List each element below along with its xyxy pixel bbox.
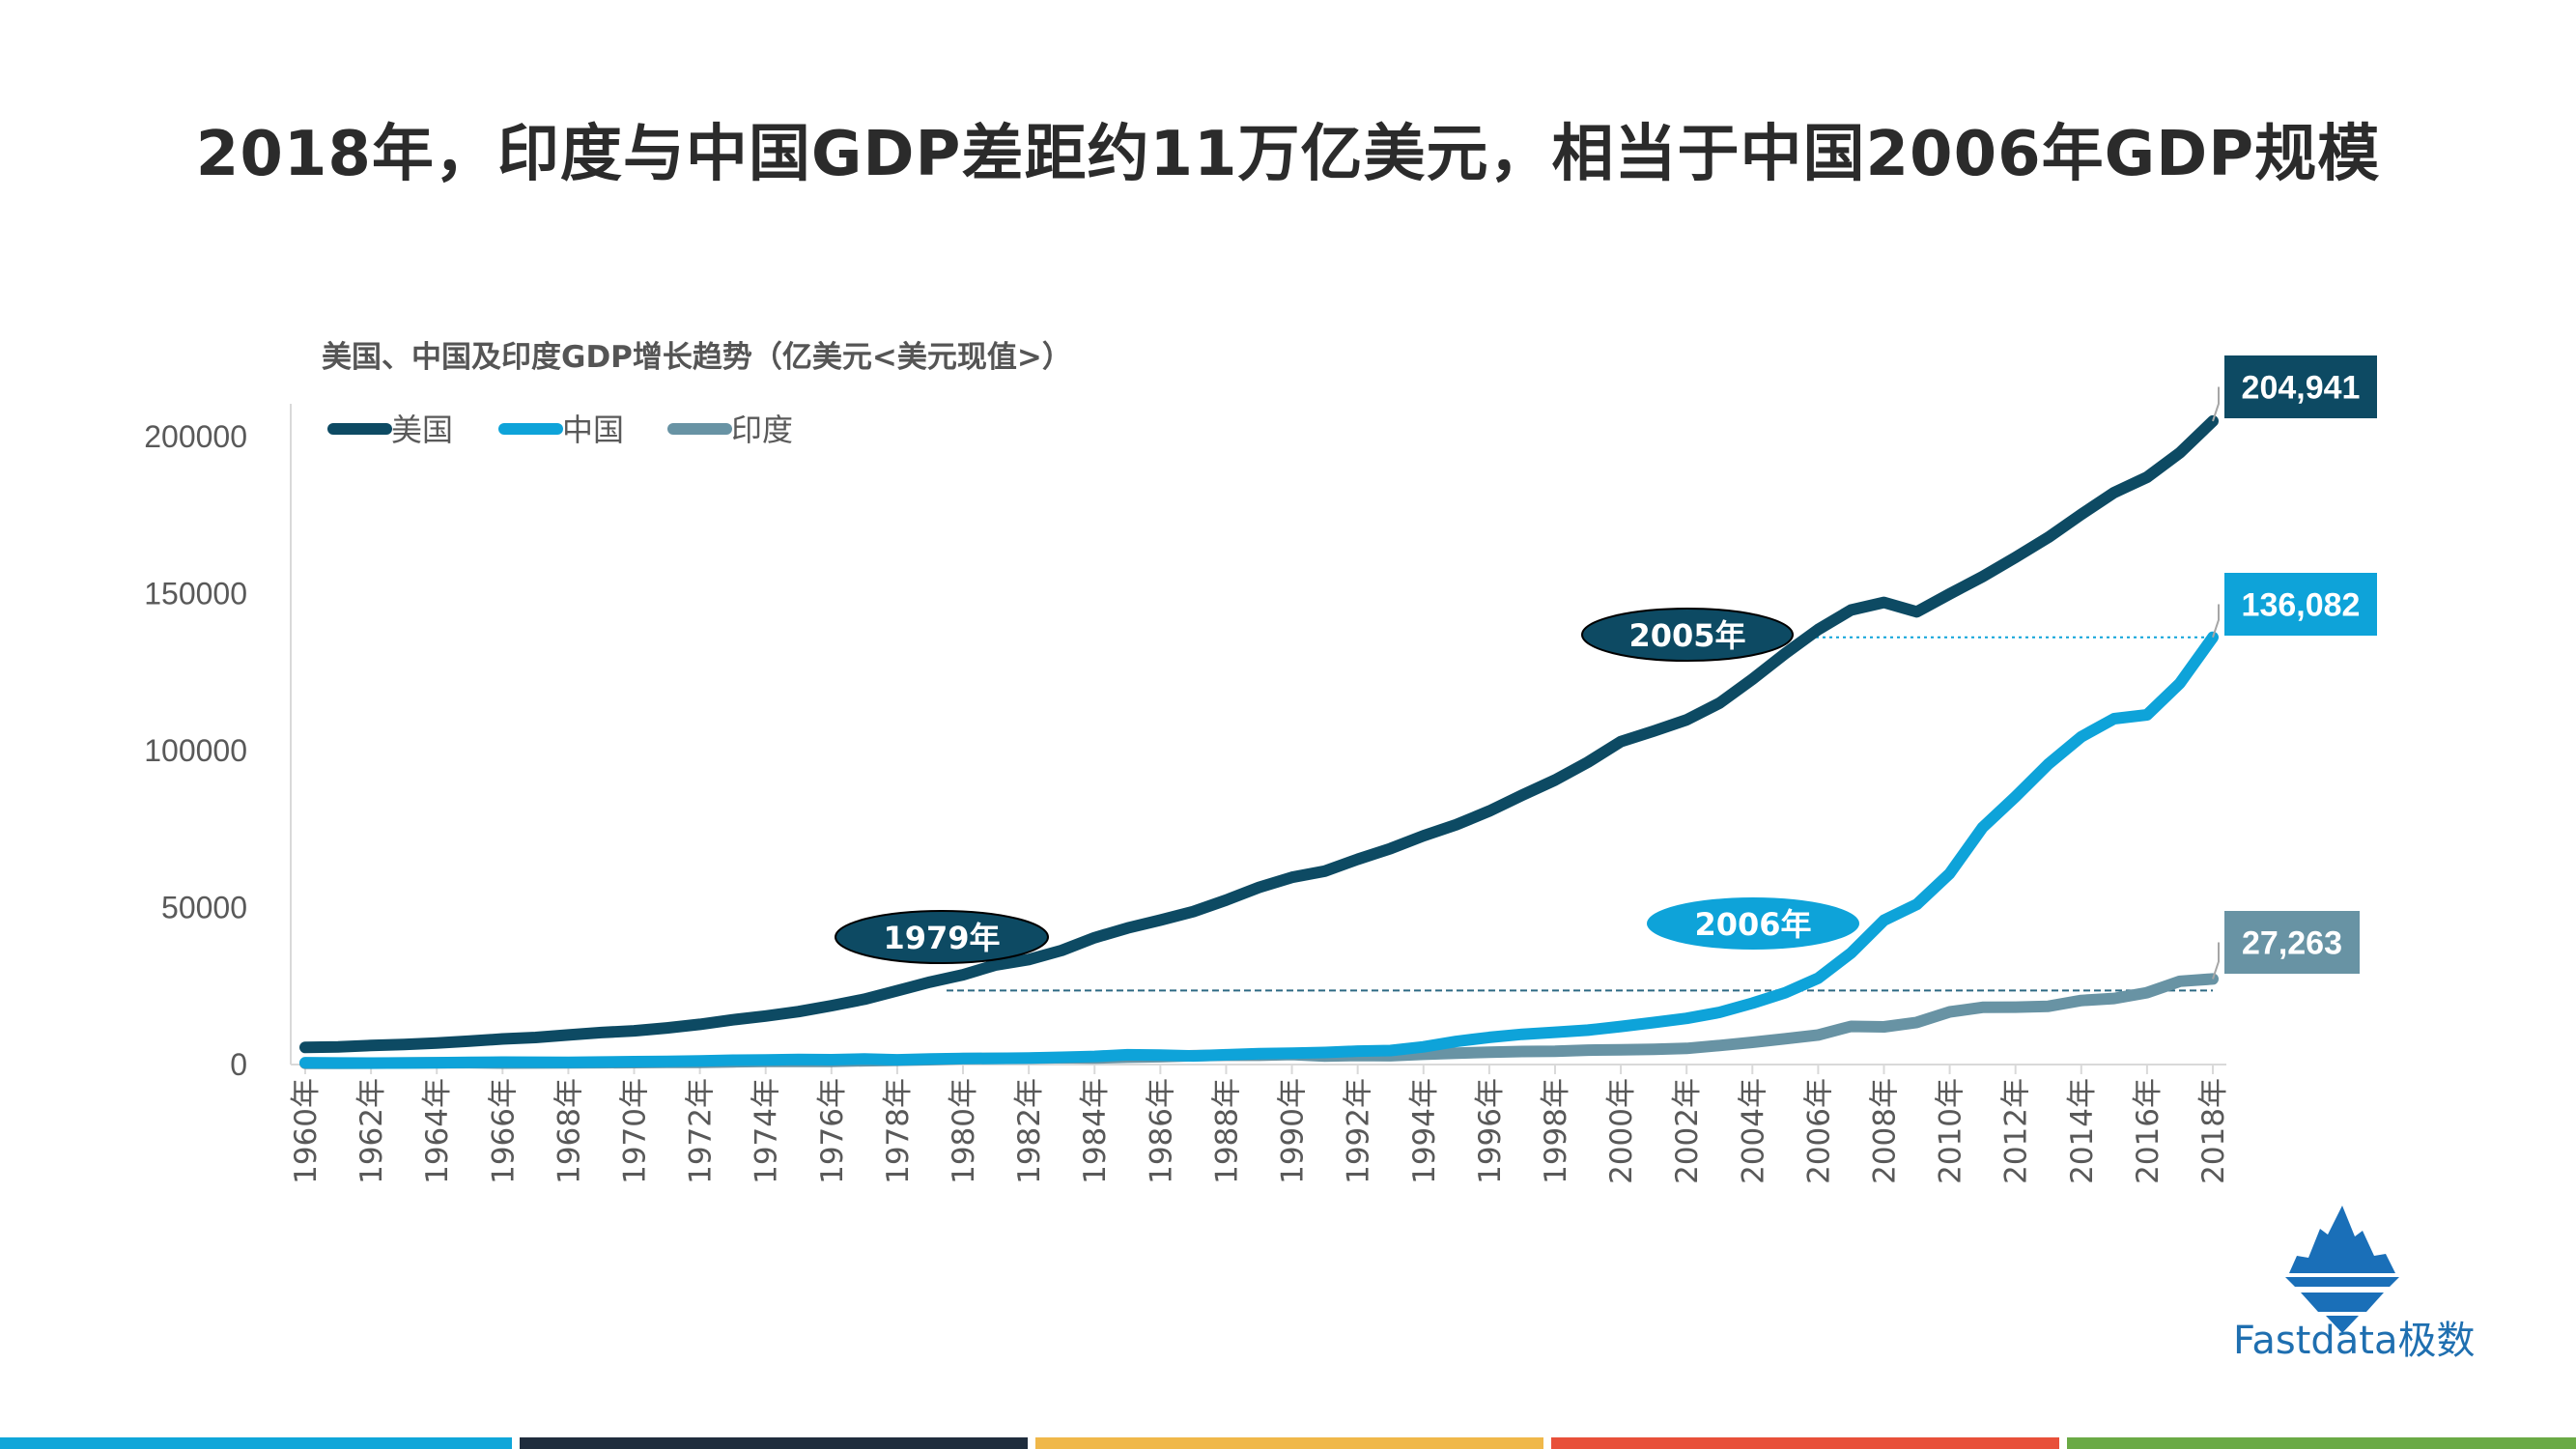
end-label-leader [2212, 386, 2220, 422]
x-tick-label: 1960年 [289, 1078, 324, 1184]
chart-axes: 0 50000 100000 150000 200000 1960年 1962年 1964年 1… [144, 404, 2231, 1184]
annotation-bubble [835, 910, 1049, 964]
end-label-box [2224, 911, 2360, 974]
end-label-leader [2212, 942, 2220, 980]
x-tick-label: 1988年 [1209, 1078, 1244, 1184]
x-tick-label: 2004年 [1736, 1078, 1770, 1184]
page-title: 2018年，印度与中国GDP差距约11万亿美元，相当于中国2006年GDP规模 [195, 119, 2381, 190]
x-tick-label: 2008年 [1867, 1078, 1902, 1184]
x-tick-label: 2010年 [1934, 1078, 1968, 1184]
bottom-bar-segment [0, 1437, 512, 1449]
x-tick-label: 1990年 [1276, 1078, 1311, 1184]
y-tick-label: 50000 [161, 891, 247, 925]
end-label-box [2224, 573, 2377, 636]
x-tick-label: 2000年 [1604, 1078, 1639, 1184]
x-tick-label: 1964年 [420, 1078, 455, 1184]
chart-series-lines [299, 414, 2219, 1069]
x-tick-label: 1982年 [1012, 1078, 1047, 1184]
x-tick-label: 1966年 [486, 1078, 521, 1184]
chart-title: 美国、中国及印度GDP增长趋势（亿美元<美元现值>） [322, 340, 1072, 375]
end-label-leader [2212, 604, 2220, 639]
x-tick-label: 2002年 [1670, 1078, 1705, 1184]
x-tick-label: 1974年 [750, 1078, 784, 1184]
x-tick-label: 1962年 [354, 1078, 389, 1184]
y-tick-label: 100000 [144, 733, 247, 768]
x-tick-label: 1986年 [1144, 1078, 1178, 1184]
bottom-bar-segment [1035, 1437, 1543, 1449]
x-tick-label: 2014年 [2065, 1078, 2100, 1184]
annotation-label: 2006年 [1694, 906, 1811, 943]
x-tick-label: 1970年 [618, 1078, 653, 1184]
bottom-bar-segment [1551, 1437, 2059, 1449]
x-tick-label: 1972年 [684, 1078, 719, 1184]
annotation-bubble [1647, 897, 1859, 950]
annotation-label: 1979年 [883, 920, 1000, 956]
annotation-bubble [1581, 608, 1794, 662]
x-tick-label: 1968年 [552, 1078, 586, 1184]
y-tick-label: 200000 [144, 419, 247, 454]
x-tick-label: 1984年 [1078, 1078, 1113, 1184]
x-tick-label: 2018年 [2196, 1078, 2231, 1184]
x-tick-label: 1996年 [1473, 1078, 1508, 1184]
chart-annotations: 2005年 1979年 2006年 [835, 608, 1859, 964]
x-tick-label: 1976年 [815, 1078, 850, 1184]
legend-label: 中国 [562, 412, 624, 448]
chart-end-labels: 204,941 136,082 27,263 [2212, 355, 2377, 980]
end-label-value: 136,082 [2242, 587, 2361, 624]
x-tick-label: 1994年 [1407, 1078, 1442, 1184]
bottom-bar-segment [2067, 1437, 2576, 1449]
chart-legend: 美国 中国 印度 [327, 412, 793, 448]
end-label-box [2224, 355, 2377, 418]
y-tick-label: 150000 [144, 577, 247, 611]
series-line-美国 [299, 414, 2219, 1054]
legend-label: 美国 [391, 412, 453, 448]
end-label-value: 204,941 [2242, 370, 2361, 407]
series-line-中国 [299, 631, 2219, 1069]
brand-name: Fastdata极数 [2233, 1319, 2476, 1363]
x-tick-label: 1998年 [1539, 1078, 1573, 1184]
fastdata-logo-icon [2285, 1206, 2399, 1333]
x-tick-label: 1978年 [881, 1078, 916, 1184]
annotation-label: 2005年 [1628, 617, 1745, 654]
x-tick-label: 2016年 [2131, 1078, 2166, 1184]
x-tick-label: 2012年 [1999, 1078, 2034, 1184]
y-tick-label: 0 [230, 1047, 247, 1082]
bottom-bar-segment [520, 1437, 1028, 1449]
x-tick-label: 1980年 [947, 1078, 981, 1184]
end-label-value: 27,263 [2242, 925, 2342, 962]
legend-label: 印度 [731, 412, 793, 448]
x-tick-label: 1992年 [1342, 1078, 1376, 1184]
x-tick-label: 2006年 [1801, 1078, 1836, 1184]
chart-guides [947, 636, 2213, 992]
